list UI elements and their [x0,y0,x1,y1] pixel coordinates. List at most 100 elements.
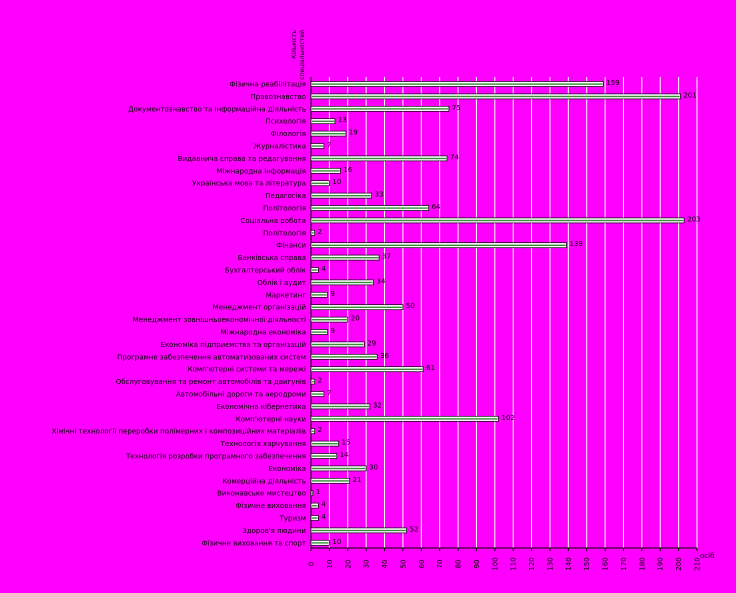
category-label: Міжнародна інформація [216,167,306,175]
category-label: Політологія [263,205,306,213]
data-label: 10 [332,538,341,546]
data-label: 102 [501,414,514,422]
data-label: 16 [343,166,352,174]
category-label: Маркетинг [266,291,307,299]
bar-fill [311,542,329,544]
data-label: 36 [380,352,389,360]
category-label: Автомобільні дороги та аеродроми [176,391,306,399]
bar-fill [311,120,335,122]
bar-fill [311,306,403,308]
category-label: Філологія [271,130,306,138]
category-label: Менеджмент зовнішньоекономічної діяльнос… [133,316,306,324]
grid-lines [328,77,698,548]
bar-fill [311,356,377,358]
data-label: 50 [406,302,415,310]
bar-fill [311,281,373,284]
category-label: Українська мова та література [192,180,306,188]
data-label: 159 [606,79,619,87]
category-label: Педагогіка [265,192,306,200]
bar-fill [311,195,371,197]
category-label: Технологія харчування [220,440,306,448]
category-label: Фінанси [276,242,306,250]
x-tick-labels: 0 10 20 30 40 50 60 70 80 90 100 110 120 130 140 150 160… [308,557,702,570]
category-label: Видавнича справа та редагування [178,155,306,163]
x-tick-label: 110 [510,557,518,570]
bar-fill [311,393,324,395]
data-label: 4 [321,501,326,509]
legend-subtitle: спеціальностей [299,30,306,80]
x-tick-label: 180 [638,557,646,570]
data-label: 19 [349,129,358,137]
data-label: 4 [321,513,326,521]
x-tick-label: 190 [657,557,665,570]
bar-fill [311,145,324,147]
bar-fill [311,244,566,246]
x-tick-label: 60 [418,560,426,569]
data-label: 75 [452,104,461,112]
category-label: Здоров'я людини [242,527,306,535]
bar-fill [311,480,349,482]
bar-fill [311,405,370,408]
bar-fill [311,418,498,420]
category-label: Менеджмент організацій [213,304,306,312]
bar-fill [311,331,327,333]
data-label: 9 [331,290,335,298]
x-tick-label: 30 [363,560,371,569]
category-label: Облік і аудит [257,279,306,287]
data-label: 21 [353,476,362,484]
bars [310,81,685,546]
data-label: 61 [426,364,435,372]
data-label: 14 [340,451,349,459]
category-label: Комп'ютерні науки [236,415,306,423]
bar-fill [311,232,314,234]
x-tick-label: 160 [602,557,610,570]
axes [310,77,698,551]
data-label: 4 [321,265,326,273]
x-tick-label: 0 [308,562,316,566]
legend-title: Кількість [291,30,298,59]
category-label: Фізична реабілітація [230,81,306,89]
category-label: Банківська справа [238,254,306,262]
x-tick-label: 90 [473,560,481,569]
x-tick-label: 130 [546,557,554,570]
bar-fill [311,319,347,321]
data-label: 15 [342,439,351,447]
bar-fill [311,529,406,532]
category-label: Журналістика [254,143,306,151]
category-label: Фізичне виховання та спорт [202,539,306,547]
bar-fill [311,269,318,271]
bar-fill [311,517,318,519]
data-label: 33 [375,191,384,199]
category-label: Правознавство [251,93,306,101]
x-tick-label: 20 [344,560,352,569]
data-label: 1 [316,488,320,496]
data-label: 7 [327,141,331,149]
data-label: 37 [382,253,391,261]
category-label: Соціальна робота [240,217,306,225]
x-tick-label: 50 [399,560,407,569]
x-tick-label: 170 [620,557,628,570]
data-label: 52 [410,525,419,533]
x-tick-label: 80 [455,560,463,569]
data-label: 7 [327,389,331,397]
x-tick-label: 10 [326,560,334,569]
x-tick-label: 70 [436,560,444,569]
data-label: 13 [338,116,347,124]
category-label: Комп'ютерні системи та мережі [188,366,306,374]
category-label: Хімічні технології переробки полімерних … [52,428,306,436]
data-label: 64 [432,203,441,211]
bar-fill [311,381,314,383]
x-tick-label: 120 [528,557,536,570]
bar-fill [311,182,329,184]
bar-fill [311,219,684,222]
data-label: 30 [369,463,378,471]
bar-fill [311,170,340,172]
x-tick-label: 40 [381,560,389,569]
x-tick-label: 150 [583,557,591,570]
category-label: Технологія розробки програмного забезпеч… [125,453,306,461]
data-label: 139 [569,240,582,248]
category-label: Психологія [265,118,306,126]
bar-fill [311,492,313,494]
category-label: Бухгалтерський облік [225,267,306,275]
